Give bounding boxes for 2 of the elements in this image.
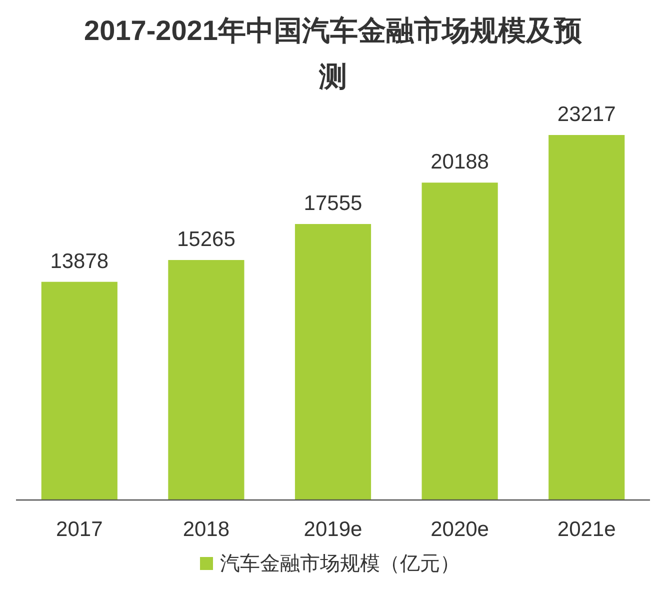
legend: 汽车金融市场规模（亿元） [220,553,460,575]
title: 2017-2021年中国汽车金融市场规模及预测 [83,14,583,94]
